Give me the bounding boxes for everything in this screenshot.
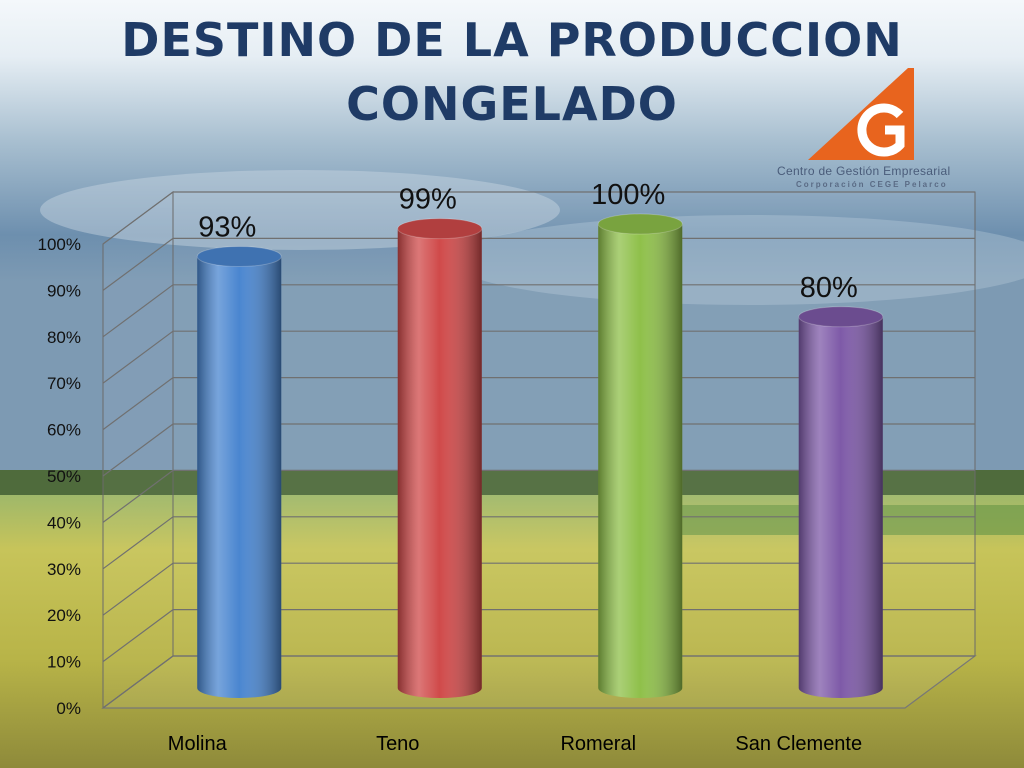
data-label: 99% [399, 184, 457, 216]
bar-top [798, 306, 884, 328]
y-tick-label: 80% [47, 328, 81, 347]
title-line-2: CONGELADO [346, 77, 678, 131]
x-category-label: Teno [376, 733, 419, 755]
bar-shading [197, 256, 282, 698]
y-tick-label: 90% [47, 281, 81, 300]
gridline [102, 655, 975, 709]
bar-top [597, 213, 683, 235]
gridline [102, 191, 975, 245]
bar-top-shade [397, 218, 482, 239]
x-category-label: Romeral [560, 733, 636, 755]
logo-subtitle: Corporación CEGE Pelarco [796, 180, 948, 189]
y-tick-label: 50% [47, 467, 81, 486]
gridline [102, 284, 975, 338]
bar-top [397, 218, 483, 240]
y-tick-label: 30% [47, 560, 81, 579]
gridline [102, 608, 975, 663]
x-category-label: Molina [168, 733, 228, 755]
data-label: 93% [198, 211, 256, 243]
bar-shading [798, 316, 883, 698]
gridline [102, 516, 975, 570]
gridline [102, 469, 975, 523]
x-category-label: San Clemente [735, 733, 862, 755]
gridline [102, 330, 975, 384]
gridline [102, 377, 975, 431]
title-line-1: DESTINO DE LA PRODUCCION [121, 13, 903, 67]
bar-top-shade [798, 306, 883, 327]
bar-shading [598, 224, 683, 698]
y-tick-label: 0% [56, 699, 81, 718]
data-label: 100% [591, 179, 665, 211]
y-tick-label: 40% [47, 513, 81, 532]
gridline [102, 423, 975, 477]
y-tick-label: 70% [47, 374, 81, 393]
bar-top-shade [197, 246, 282, 267]
gridline [102, 237, 975, 291]
y-tick-label: 60% [47, 421, 81, 440]
page-title: DESTINO DE LA PRODUCCION CONGELADO [0, 8, 1024, 136]
bar-shading [397, 228, 482, 698]
y-tick-label: 20% [47, 606, 81, 625]
logo-name: Centro de Gestión Empresarial [777, 164, 951, 178]
y-tick-label: 10% [47, 653, 81, 672]
data-label: 80% [800, 272, 858, 304]
y-tick-label: 100% [38, 235, 81, 254]
cege-logo-icon [808, 68, 914, 160]
gridline [102, 562, 975, 616]
bar-top-shade [598, 214, 683, 234]
bar-top [196, 245, 282, 267]
